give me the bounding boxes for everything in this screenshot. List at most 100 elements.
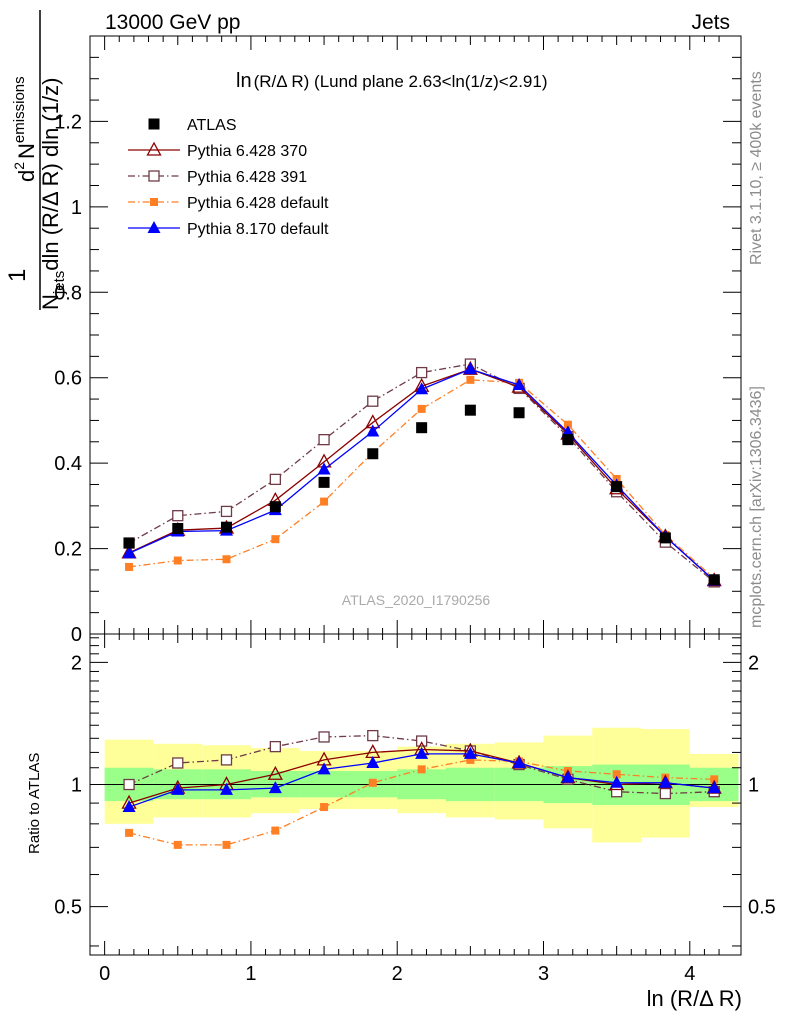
ratio-point-3 xyxy=(658,775,672,788)
data-point-0 xyxy=(611,481,623,493)
ylabel-num-sub: emissions xyxy=(11,76,28,143)
series-line-2 xyxy=(128,363,715,583)
data-point-0 xyxy=(464,404,476,416)
main-title-rest: (R/Δ R) (Lund plane 2.63<ln(1/z)<2.91) xyxy=(254,72,548,91)
ratio-point-1 xyxy=(123,778,135,791)
data-point-2 xyxy=(269,473,282,486)
data-point-4 xyxy=(415,382,429,395)
main-ylabel: 1 Njetsdln (R/Δ R) dln (1/z) d2 Nemission… xyxy=(4,10,68,310)
data-point-2 xyxy=(415,366,428,379)
ratio-point-2 xyxy=(612,770,621,779)
data-point-3 xyxy=(271,535,280,544)
main-y-tick-label: 0.6 xyxy=(54,368,82,390)
ratio-point-2 xyxy=(710,775,719,784)
x-tick-label: 0 xyxy=(99,963,110,985)
legend-label-0: ATLAS xyxy=(187,117,237,134)
legend-label-1: Pythia 6.428 370 xyxy=(187,143,307,160)
ratio-point-3 xyxy=(366,755,380,768)
ratio-frame xyxy=(89,633,742,956)
ratio-point-2 xyxy=(173,840,182,849)
ylabel-den-sub: jets xyxy=(51,271,68,295)
series-line-1 xyxy=(128,368,715,582)
ratio-point-1 xyxy=(220,754,233,766)
ratio-point-3 xyxy=(415,746,429,759)
ratio-panel: 0 1 2 3 4 0.5 0.5 1 1 2 2 xyxy=(54,633,776,985)
ratio-y-tick-label-right: 0.5 xyxy=(748,897,776,919)
data-point-3 xyxy=(125,562,134,571)
ratio-y-tick-label: 1 xyxy=(71,775,82,797)
data-point-3 xyxy=(320,497,329,506)
data-point-0 xyxy=(318,476,330,488)
ylabel-numerator: d2 Nemissions xyxy=(11,76,39,182)
ratio-point-3 xyxy=(171,782,185,795)
main-y-tick-label: 0.4 xyxy=(54,453,82,475)
ratio-point-3 xyxy=(268,781,282,794)
ylabel-frac-num: 1 xyxy=(4,269,31,282)
legend-marker-3 xyxy=(150,198,158,206)
legend: ATLAS Pythia 6.428 370 Pythia 6.428 391 Pyt… xyxy=(128,117,329,238)
ratio-point-3 xyxy=(561,770,575,783)
main-y-tick-label: 0 xyxy=(71,624,82,646)
data-point-3 xyxy=(222,555,231,564)
ratio-point-0 xyxy=(267,765,283,780)
ylabel-num-d: d xyxy=(14,170,39,182)
ratio-point-3 xyxy=(122,800,136,813)
main-y-tick-label: 1 xyxy=(71,197,82,219)
ratio-point-3 xyxy=(219,782,233,795)
data-point-0 xyxy=(172,522,184,534)
data-point-0 xyxy=(220,521,232,533)
data-point-4 xyxy=(366,424,380,437)
ratio-point-2 xyxy=(466,755,475,764)
data-point-3 xyxy=(173,556,182,565)
ratio-point-2 xyxy=(417,765,426,774)
ratio-point-2 xyxy=(222,840,231,849)
x-tick-label: 2 xyxy=(392,963,403,985)
rivet-label: Rivet 3.1.10, ≥ 400k events xyxy=(748,71,765,265)
series-line-4 xyxy=(128,368,715,582)
data-point-0 xyxy=(367,448,379,460)
ratio-point-2 xyxy=(125,828,134,837)
ratio-ylabel: Ratio to ATLAS xyxy=(26,753,43,854)
data-point-2 xyxy=(367,395,379,407)
mcplots-label: mcplots.cern.ch [arXiv:1306.3436] xyxy=(748,386,765,628)
main-title: ln (R/Δ R) (Lund plane 2.63<ln(1/z)<2.91) xyxy=(236,70,547,92)
data-point-4 xyxy=(122,546,136,559)
ratio-point-1 xyxy=(415,735,428,747)
x-tick-label: 4 xyxy=(684,963,695,985)
legend-marker-0 xyxy=(148,118,160,130)
ratio-point-1 xyxy=(367,729,379,742)
data-point-0 xyxy=(562,434,574,446)
ylabel-num-sup: 2 xyxy=(11,162,27,170)
legend-marker-2 xyxy=(148,170,160,182)
legend-label-3: Pythia 6.428 default xyxy=(187,195,329,212)
data-point-4 xyxy=(317,462,331,475)
data-point-0 xyxy=(269,501,281,513)
ylabel-den-rest: dln (R/Δ R) dln (1/z) xyxy=(38,78,63,271)
ratio-y-tick-label-right: 2 xyxy=(748,652,759,674)
header-right: Jets xyxy=(691,11,730,34)
main-panel: 0 0.2 0.4 0.6 0.8 1 1.2 xyxy=(54,35,742,646)
data-point-3 xyxy=(466,375,475,384)
data-point-4 xyxy=(512,377,526,390)
x-tick-label: 1 xyxy=(245,963,256,985)
ratio-point-3 xyxy=(463,746,477,759)
ratio-point-1 xyxy=(269,740,282,753)
data-point-0 xyxy=(416,422,428,434)
ratio-y-tick-label: 0.5 xyxy=(54,897,82,919)
data-point-0 xyxy=(708,574,720,586)
main-y-tick-label: 0.8 xyxy=(54,282,82,304)
ratio-point-3 xyxy=(610,775,624,788)
ratio-point-3 xyxy=(317,762,331,775)
legend-label-4: Pythia 8.170 default xyxy=(187,221,329,238)
x-tick-label: 3 xyxy=(538,963,549,985)
data-point-0 xyxy=(513,407,525,419)
ratio-point-1 xyxy=(172,757,184,769)
ylabel-den-n: N xyxy=(38,294,63,310)
data-point-2 xyxy=(220,505,233,518)
ratio-point-2 xyxy=(271,826,280,835)
data-point-0 xyxy=(659,532,671,544)
ratio-point-2 xyxy=(320,803,329,812)
ratio-point-3 xyxy=(707,781,721,794)
ratio-y-tick-label: 2 xyxy=(71,652,82,674)
